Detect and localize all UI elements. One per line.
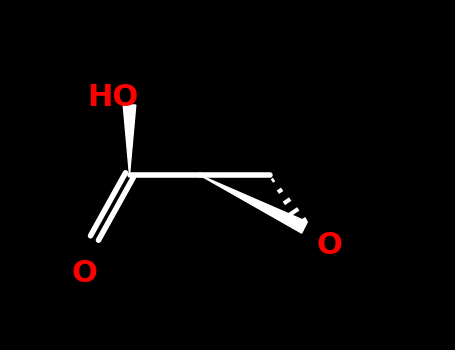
Polygon shape [199,175,307,233]
Text: O: O [71,259,97,287]
Polygon shape [123,105,136,175]
Text: O: O [317,231,343,259]
Text: HO: HO [87,84,139,112]
